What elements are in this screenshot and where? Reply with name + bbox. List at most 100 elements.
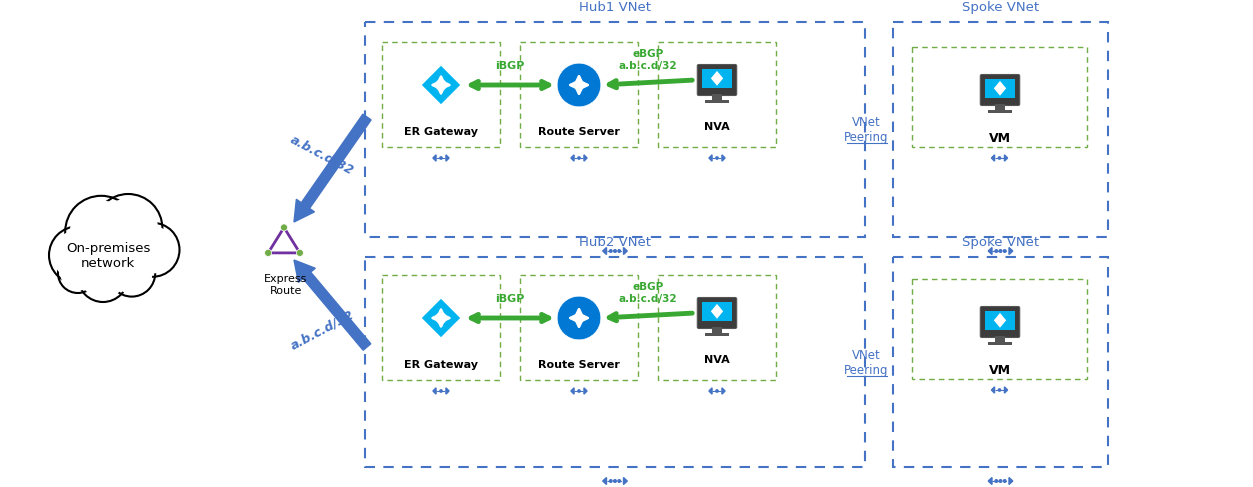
FancyBboxPatch shape (698, 298, 737, 329)
Circle shape (436, 80, 446, 90)
Text: VM: VM (989, 364, 1011, 377)
Circle shape (1004, 250, 1006, 252)
Text: NVA: NVA (704, 355, 730, 365)
Text: ER Gateway: ER Gateway (403, 360, 477, 370)
Circle shape (618, 250, 620, 252)
Circle shape (575, 314, 583, 322)
Circle shape (999, 157, 1001, 159)
Text: On-premises
network: On-premises network (66, 242, 150, 270)
Bar (893, 257, 1108, 467)
Polygon shape (584, 155, 588, 161)
Text: Spoke VNet: Spoke VNet (962, 236, 1039, 249)
Bar (912, 47, 1088, 147)
Text: Express
Route: Express Route (264, 274, 308, 296)
Circle shape (575, 81, 583, 89)
Circle shape (264, 249, 272, 257)
Polygon shape (446, 388, 449, 394)
Text: VNet
Peering: VNet Peering (843, 349, 888, 377)
Polygon shape (624, 247, 628, 255)
Bar (703, 69, 732, 88)
Polygon shape (722, 388, 725, 394)
Bar (658, 275, 776, 380)
Circle shape (436, 313, 446, 323)
Polygon shape (709, 388, 712, 394)
Text: Route Server: Route Server (538, 360, 620, 370)
Polygon shape (421, 298, 461, 338)
Bar (365, 22, 865, 237)
Bar (705, 333, 729, 336)
FancyBboxPatch shape (980, 75, 1020, 106)
Polygon shape (432, 155, 436, 161)
Polygon shape (994, 81, 1006, 96)
Polygon shape (991, 155, 995, 161)
Polygon shape (989, 477, 992, 485)
Polygon shape (710, 71, 723, 86)
Text: Route Server: Route Server (538, 127, 620, 137)
Text: NVA: NVA (704, 122, 730, 132)
Circle shape (715, 157, 718, 159)
Bar (712, 327, 722, 333)
Polygon shape (1005, 155, 1007, 161)
Polygon shape (61, 256, 95, 290)
Circle shape (125, 223, 179, 277)
Text: eBGP
a.b.c.d/32: eBGP a.b.c.d/32 (619, 49, 678, 71)
Circle shape (578, 157, 580, 159)
Circle shape (715, 390, 718, 392)
Circle shape (558, 296, 601, 340)
Circle shape (281, 224, 287, 231)
Text: a.b.c.d/32: a.b.c.d/32 (288, 133, 356, 177)
Polygon shape (989, 247, 992, 255)
Text: eBGP
a.b.c.d/32: eBGP a.b.c.d/32 (619, 282, 678, 304)
Bar (520, 42, 638, 147)
FancyArrow shape (294, 114, 371, 222)
Circle shape (1004, 480, 1006, 482)
Polygon shape (603, 477, 606, 485)
Circle shape (578, 390, 580, 392)
Bar (712, 94, 722, 100)
Polygon shape (991, 387, 995, 393)
Text: Hub1 VNet: Hub1 VNet (579, 1, 652, 14)
Circle shape (614, 480, 616, 482)
Circle shape (609, 250, 613, 252)
Polygon shape (112, 253, 152, 293)
Circle shape (609, 480, 613, 482)
Bar (703, 302, 732, 321)
Text: VNet
Peering: VNet Peering (843, 116, 888, 144)
Bar (989, 110, 1012, 113)
Polygon shape (432, 388, 436, 394)
Circle shape (999, 250, 1002, 252)
Polygon shape (446, 155, 449, 161)
Bar (995, 336, 1005, 341)
Polygon shape (584, 388, 588, 394)
Circle shape (296, 249, 303, 257)
Polygon shape (54, 231, 103, 280)
Bar (520, 275, 638, 380)
Polygon shape (129, 227, 175, 273)
Circle shape (109, 250, 155, 297)
Text: VM: VM (989, 132, 1011, 145)
Circle shape (65, 196, 137, 268)
Text: iBGP: iBGP (495, 294, 525, 304)
Text: Hub2 VNet: Hub2 VNet (579, 236, 652, 249)
Circle shape (49, 226, 107, 284)
Polygon shape (70, 201, 132, 262)
Bar (912, 279, 1088, 379)
Circle shape (558, 63, 601, 107)
Bar (893, 22, 1108, 237)
Circle shape (999, 389, 1001, 391)
Polygon shape (1005, 387, 1007, 393)
Circle shape (94, 194, 163, 262)
Bar (985, 79, 1015, 98)
Polygon shape (722, 155, 725, 161)
Text: iBGP: iBGP (495, 61, 525, 71)
FancyArrow shape (294, 260, 371, 350)
Circle shape (995, 480, 997, 482)
Bar (989, 341, 1012, 345)
Bar (382, 275, 500, 380)
Circle shape (995, 250, 997, 252)
Polygon shape (994, 313, 1006, 328)
Bar (995, 104, 1005, 110)
Bar (985, 311, 1015, 330)
Polygon shape (1009, 247, 1012, 255)
Polygon shape (81, 255, 124, 298)
